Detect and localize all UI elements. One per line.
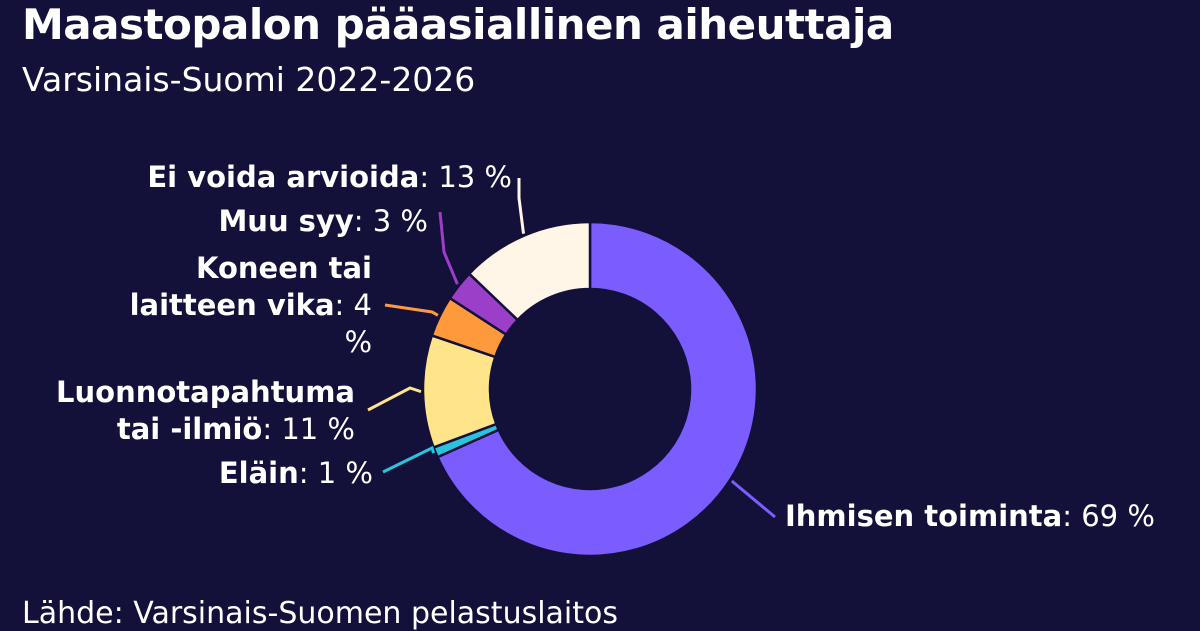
slice-label-text: Ihmisen toiminta xyxy=(785,499,1063,533)
chart-subtitle: Varsinais-Suomi 2022-2026 xyxy=(22,60,476,99)
leader-line-3 xyxy=(384,303,439,317)
leader-line-2 xyxy=(367,386,422,412)
label-muu-syy: Muu syy: 3 % xyxy=(218,204,428,238)
slice-value-text: 11 % xyxy=(281,412,355,446)
label-ei-voida-arvioida: Ei voida arvioida: 13 % xyxy=(147,160,512,194)
slice-value-text: 69 % xyxy=(1081,499,1155,533)
leader-line-5 xyxy=(517,178,525,234)
chart-title: Maastopalon pääasiallinen aiheuttaja xyxy=(22,0,894,49)
slice-value-text: 4 % xyxy=(344,288,372,359)
slice-value-text: 1 % xyxy=(317,456,373,490)
slice-value-text: 3 % xyxy=(372,204,428,238)
leader-line-1 xyxy=(382,445,436,474)
slice-value-text: 13 % xyxy=(438,160,512,194)
source-note: Lähde: Varsinais-Suomen pelastuslaitos xyxy=(22,596,619,631)
slice-label-text: Muu syy xyxy=(218,204,354,238)
label-ihmisen-toiminta: Ihmisen toiminta: 69 % xyxy=(785,499,1155,533)
label-luonnotapahtuma: Luonnotapahtuma tai -ilmiö: 11 % xyxy=(56,375,355,446)
slice-label-text: Koneen tai laitteen vika xyxy=(129,251,372,322)
label-koneen-vika: Koneen tai laitteen vika: 4 % xyxy=(129,251,372,359)
leader-line-0 xyxy=(730,479,776,519)
slice-label-text: Eläin xyxy=(218,456,299,490)
leader-line-4 xyxy=(438,211,459,285)
slice-label-text: Ei voida arvioida xyxy=(147,160,420,194)
slice-label-text: Luonnotapahtuma tai -ilmiö xyxy=(56,375,355,446)
slice-0 xyxy=(435,220,759,558)
slice-5 xyxy=(467,220,592,322)
label-elain: Eläin: 1 % xyxy=(218,456,373,490)
